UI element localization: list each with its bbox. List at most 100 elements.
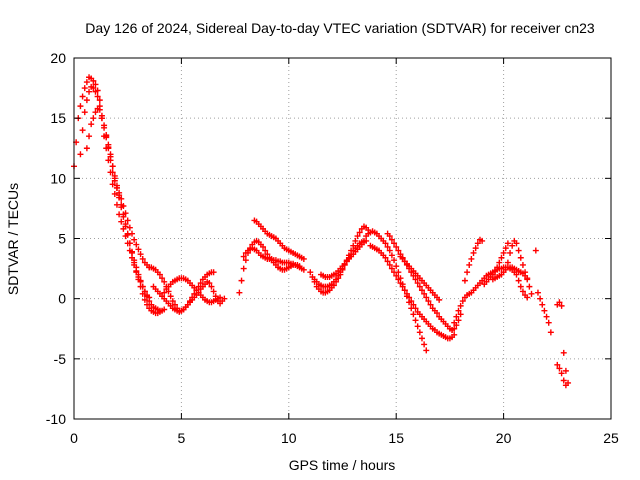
data-point <box>515 277 522 284</box>
data-point <box>519 288 526 295</box>
data-point <box>83 145 90 152</box>
data-point <box>399 283 406 290</box>
series-arc-c <box>83 105 168 317</box>
data-point <box>240 253 247 260</box>
series-arc-v <box>532 247 572 389</box>
data-point <box>556 299 563 306</box>
data-point <box>135 276 142 283</box>
data-point <box>384 258 391 265</box>
data-point <box>393 263 400 270</box>
data-point <box>354 233 361 240</box>
data-point <box>144 293 151 300</box>
data-point <box>418 287 425 294</box>
data-point <box>472 245 479 252</box>
data-point <box>210 269 217 276</box>
data-point <box>436 296 443 303</box>
data-point <box>128 230 135 237</box>
data-point <box>534 289 541 296</box>
data-point <box>236 289 243 296</box>
data-point <box>515 247 522 254</box>
y-axis-label: SDTVAR / TECUs <box>5 183 21 295</box>
data-point <box>111 177 118 184</box>
series-arc-j <box>251 217 307 262</box>
data-point <box>92 81 99 88</box>
data-point <box>507 249 514 256</box>
data-point <box>240 265 247 272</box>
data-point <box>408 298 415 305</box>
data-point <box>494 264 501 271</box>
x-tick-label: 15 <box>388 430 404 446</box>
data-point <box>427 301 434 308</box>
series-arc-g <box>161 275 224 306</box>
data-point <box>401 287 408 294</box>
data-point <box>517 254 524 261</box>
data-point <box>474 240 481 247</box>
data-point <box>352 237 359 244</box>
grid-lines <box>74 58 611 419</box>
data-point <box>393 243 400 250</box>
data-point <box>122 210 129 217</box>
data-point <box>83 97 90 104</box>
data-point <box>412 305 419 312</box>
data-point <box>562 367 569 374</box>
data-point <box>388 236 395 243</box>
series-arc-q <box>397 253 443 303</box>
data-point <box>425 298 432 305</box>
data-point <box>98 115 105 122</box>
data-point <box>139 255 146 262</box>
data-point <box>109 181 116 188</box>
data-point <box>395 276 402 283</box>
data-point <box>532 247 539 254</box>
data-point <box>131 236 138 243</box>
data-point <box>156 271 163 278</box>
data-point <box>161 289 168 296</box>
data-point <box>418 335 425 342</box>
y-tick-label: 20 <box>50 50 66 66</box>
data-point <box>133 241 140 248</box>
data-point <box>146 298 153 305</box>
data-point <box>459 298 466 305</box>
data-point <box>498 254 505 261</box>
data-point <box>558 302 565 309</box>
data-point <box>120 203 127 210</box>
data-point <box>504 259 511 266</box>
data-point <box>451 319 458 326</box>
data-point <box>206 280 213 287</box>
data-point <box>81 85 88 92</box>
data-point <box>537 295 544 302</box>
data-point <box>386 247 393 254</box>
data-point <box>79 93 86 100</box>
data-point <box>137 251 144 258</box>
data-point <box>107 157 114 164</box>
data-point <box>161 306 168 313</box>
data-point <box>410 301 417 308</box>
x-tick-label: 25 <box>603 430 619 446</box>
data-point <box>139 290 146 297</box>
data-point <box>560 377 567 384</box>
data-point <box>137 283 144 290</box>
y-tick-label: 0 <box>58 291 66 307</box>
data-point <box>453 313 460 320</box>
data-point <box>94 93 101 100</box>
series-arc-u <box>507 264 531 282</box>
data-point <box>412 276 419 283</box>
data-point <box>131 259 138 266</box>
data-point <box>109 169 116 176</box>
data-point <box>122 221 129 228</box>
data-point <box>167 293 174 300</box>
data-point <box>457 302 464 309</box>
data-point <box>300 255 307 262</box>
data-point <box>393 272 400 279</box>
data-point <box>403 290 410 297</box>
data-point <box>560 349 567 356</box>
data-point <box>90 115 97 122</box>
data-point <box>545 319 552 326</box>
series-arc-h <box>236 237 307 296</box>
data-point <box>197 280 204 287</box>
data-point <box>217 294 224 301</box>
data-point <box>141 296 148 303</box>
data-point <box>126 240 133 247</box>
data-point <box>547 329 554 336</box>
data-point <box>113 184 120 191</box>
data-point <box>492 267 499 274</box>
